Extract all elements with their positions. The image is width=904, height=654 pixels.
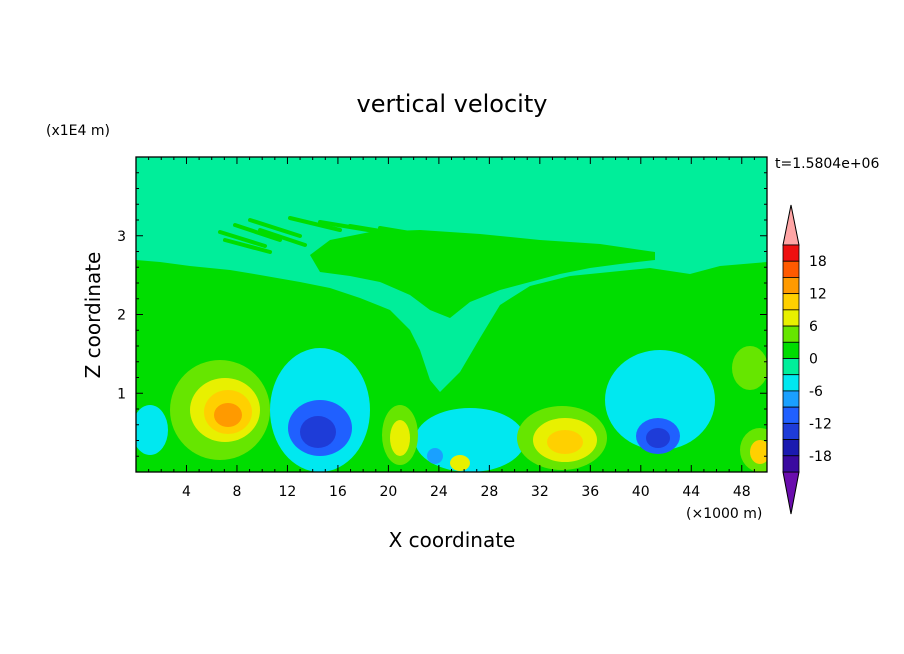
colorbar-tick-label: 18 <box>809 254 827 270</box>
colorbar-segment <box>782 455 800 473</box>
colorbar-segment <box>782 325 800 343</box>
x-axis-label: X coordinate <box>389 528 516 552</box>
y-tick-label: 3 <box>117 229 126 245</box>
colorbar-segment <box>782 374 800 392</box>
chart-title: vertical velocity <box>357 90 548 118</box>
x-tick-label: 16 <box>329 484 347 500</box>
y-tick-label: 1 <box>117 386 126 402</box>
colorbar-tick-label: 0 <box>809 352 818 368</box>
colorbar-segment <box>782 439 800 457</box>
x-tick-label: 4 <box>182 484 191 500</box>
x-tick-label: 32 <box>531 484 549 500</box>
colorbar-segment <box>782 260 800 278</box>
colorbar-max-arrow <box>782 204 800 246</box>
time-label: t=1.5804e+06 <box>775 156 879 172</box>
contour-field <box>136 157 767 472</box>
colorbar-tick-label: -6 <box>809 384 823 400</box>
colorbar-segment <box>782 244 800 262</box>
x-tick-label: 28 <box>480 484 498 500</box>
anvil-outflow <box>310 230 655 318</box>
wave-streaks <box>218 216 442 254</box>
colorbar-segment <box>782 406 800 424</box>
x-tick-label: 40 <box>632 484 650 500</box>
x-tick-label: 8 <box>232 484 241 500</box>
x-tick-label: 44 <box>682 484 700 500</box>
colorbar: -18 -12 -6 0 6 12 18 <box>782 204 832 515</box>
x-tick-label: 12 <box>279 484 297 500</box>
colorbar-segment <box>782 293 800 311</box>
updraft-cores <box>170 346 767 472</box>
x-tick-label: 20 <box>379 484 397 500</box>
colorbar-tick-label: -12 <box>809 416 832 432</box>
x-tick-label: 48 <box>733 484 751 500</box>
x-tick-label: 24 <box>430 484 448 500</box>
colorbar-min-arrow <box>782 471 800 515</box>
x-tick-label: 36 <box>581 484 599 500</box>
y-unit-label: (x1E4 m) <box>46 123 110 139</box>
colorbar-segment <box>782 390 800 408</box>
colorbar-segment <box>782 422 800 440</box>
y-axis-label: Z coordinate <box>81 252 105 379</box>
strong-downdraft-regions <box>288 400 680 464</box>
y-tick-label: 2 <box>117 308 126 324</box>
colorbar-segment <box>782 309 800 327</box>
colorbar-segment <box>782 341 800 359</box>
colorbar-tick-label: 6 <box>809 319 818 335</box>
colorbar-tick-label: 12 <box>809 287 827 303</box>
colorbar-segment <box>782 277 800 295</box>
colorbar-tick-label: -18 <box>809 449 832 465</box>
x-unit-label: (×1000 m) <box>686 506 762 522</box>
colorbar-segment <box>782 358 800 376</box>
